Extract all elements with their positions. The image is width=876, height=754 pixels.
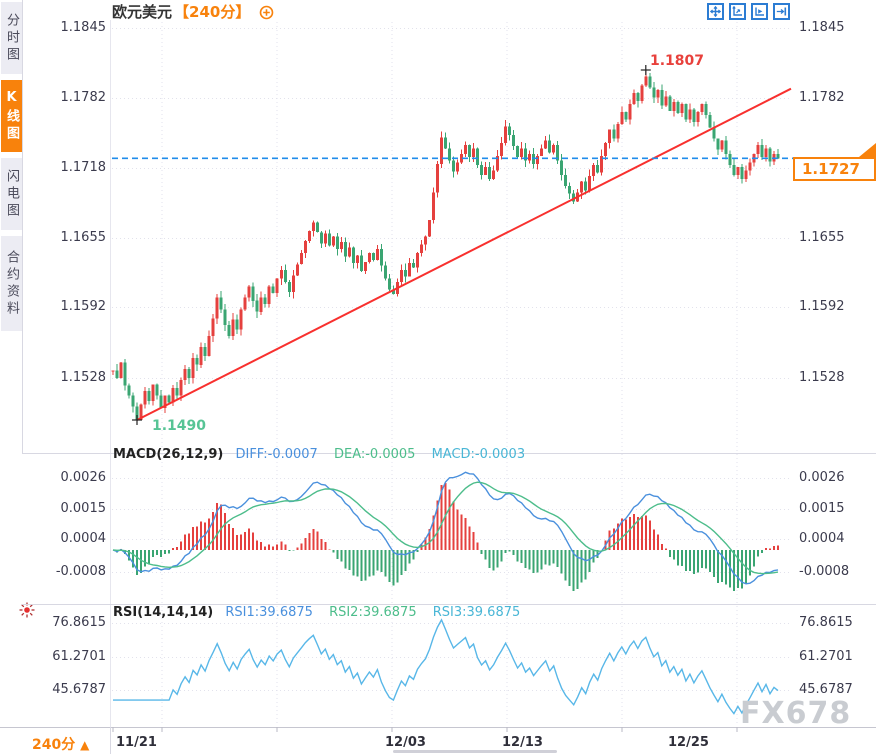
y-axis-label: 1.1655 — [799, 229, 845, 245]
low-marker — [132, 415, 142, 425]
axes-reset-icon — [732, 6, 742, 16]
y-axis-label: 61.2701 — [52, 648, 106, 664]
auto-scale-button[interactable] — [751, 3, 768, 20]
tab-label: K线图 — [4, 89, 19, 143]
trend-line[interactable] — [136, 87, 792, 421]
x-axis-date: 12/25 — [668, 735, 709, 750]
macd-dea-line — [112, 481, 779, 575]
current-price-tag: 1.1727 — [793, 157, 876, 181]
y-axis-label: 1.1592 — [60, 299, 107, 315]
reset-axes-button[interactable] — [729, 3, 746, 20]
y-axis-label: 1.1845 — [60, 20, 107, 35]
y-axis-label: 1.1528 — [60, 370, 107, 385]
y-axis-label: 1.1718 — [60, 160, 107, 176]
sidebar-tab-kline-chart[interactable]: K线图 — [1, 80, 22, 152]
period-selector[interactable]: 240分 ▲ — [32, 734, 89, 754]
period-label: 【240分】 — [174, 3, 251, 21]
add-indicator-icon[interactable] — [259, 5, 274, 20]
sidebar-tab-lightning-chart[interactable]: 闪电图 — [1, 158, 22, 230]
rsi-header: RSI(14,14,14) RSI1:39.6875 RSI2:39.6875 … — [113, 605, 520, 620]
candlestick-series — [111, 70, 780, 420]
y-axis-label: 0.0004 — [799, 530, 845, 546]
rsi1-value: RSI1:39.6875 — [225, 605, 313, 620]
go-to-latest-button[interactable] — [773, 3, 790, 20]
x-axis-date: 12/03 — [385, 735, 426, 750]
rsi-line — [113, 618, 779, 715]
y-axis-label: 1.1845 — [799, 20, 845, 35]
x-axis-bar: 240分 ▲ 11/21 12/03 12/13 12/25 — [0, 727, 876, 754]
rsi2-value: RSI2:39.6875 — [329, 605, 417, 620]
axes-play-icon — [755, 7, 764, 16]
macd-header: MACD(26,12,9) DIFF:-0.0007 DEA:-0.0005 M… — [113, 447, 525, 462]
high-price-annotation: 1.1807 — [650, 53, 705, 69]
grid — [112, 22, 792, 726]
watermark: FX678 — [740, 696, 852, 731]
y-axis-label: 0.0015 — [799, 500, 845, 516]
rsi3-value: RSI3:39.6875 — [432, 605, 521, 620]
chart-title: 欧元美元 【240分】 — [112, 3, 274, 21]
price-flag-icon — [859, 143, 876, 157]
instrument-name: 欧元美元 — [112, 3, 173, 21]
scrollbar-thumb[interactable] — [393, 750, 557, 753]
y-axis-label: 61.2701 — [799, 648, 853, 664]
macd-macd-value: MACD:-0.0003 — [431, 447, 526, 462]
y-axis-label: 1.1782 — [799, 89, 845, 105]
low-price-annotation: 1.1490 — [152, 418, 207, 434]
y-axis-label: 1.1528 — [799, 370, 845, 385]
macd-diff-value: DIFF:-0.0007 — [235, 447, 318, 462]
tab-label: 合约资料 — [4, 249, 19, 318]
pan-tool-button[interactable] — [707, 3, 724, 20]
macd-dea-value: DEA:-0.0005 — [333, 447, 416, 462]
y-axis-label: 45.6787 — [52, 682, 106, 697]
y-axis-label: -0.0008 — [55, 564, 106, 580]
x-axis-date: 12/13 — [502, 735, 543, 750]
tab-label: 闪电图 — [4, 168, 19, 220]
y-axis-label: 76.8615 — [52, 615, 106, 630]
y-axis-label: 45.6787 — [799, 682, 853, 697]
y-axis-label: 0.0026 — [799, 470, 845, 486]
y-axis-label: 1.1782 — [60, 89, 107, 105]
panel-borders — [22, 0, 876, 754]
sidebar-tab-time-chart[interactable]: 分时图 — [1, 2, 22, 74]
y-axis-label: 0.0026 — [60, 470, 107, 486]
period-selector-label: 240分 — [32, 737, 76, 753]
pan-icon — [710, 6, 721, 17]
triangle-up-icon: ▲ — [80, 738, 90, 752]
sidebar-tab-contract-info[interactable]: 合约资料 — [1, 236, 22, 331]
y-axis-label: 76.8615 — [799, 615, 853, 630]
y-axis-label: -0.0008 — [799, 564, 850, 580]
y-axis-label: 1.1655 — [60, 229, 107, 245]
y-axis-label: 0.0004 — [60, 530, 107, 546]
chart-toolbar — [707, 3, 790, 20]
y-axis-label: 0.0015 — [60, 500, 107, 516]
tab-label: 分时图 — [4, 12, 19, 64]
rsi-title: RSI(14,14,14) — [113, 605, 214, 620]
bar-arrow-right-icon — [776, 7, 787, 16]
macd-histogram — [116, 483, 779, 591]
high-marker — [640, 65, 651, 75]
y-axis-label: 1.1592 — [799, 299, 845, 315]
x-axis-date: 11/21 — [116, 735, 157, 750]
macd-title: MACD(26,12,9) — [113, 447, 224, 462]
